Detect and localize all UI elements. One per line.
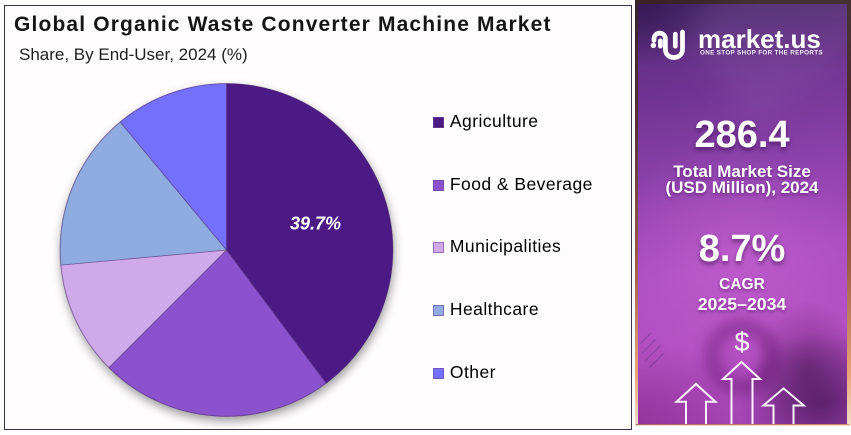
svg-text:39.7%: 39.7% [290,214,341,234]
